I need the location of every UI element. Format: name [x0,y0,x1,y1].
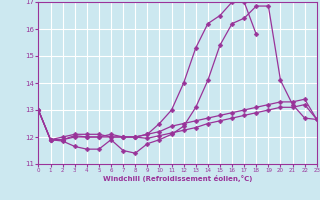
X-axis label: Windchill (Refroidissement éolien,°C): Windchill (Refroidissement éolien,°C) [103,175,252,182]
